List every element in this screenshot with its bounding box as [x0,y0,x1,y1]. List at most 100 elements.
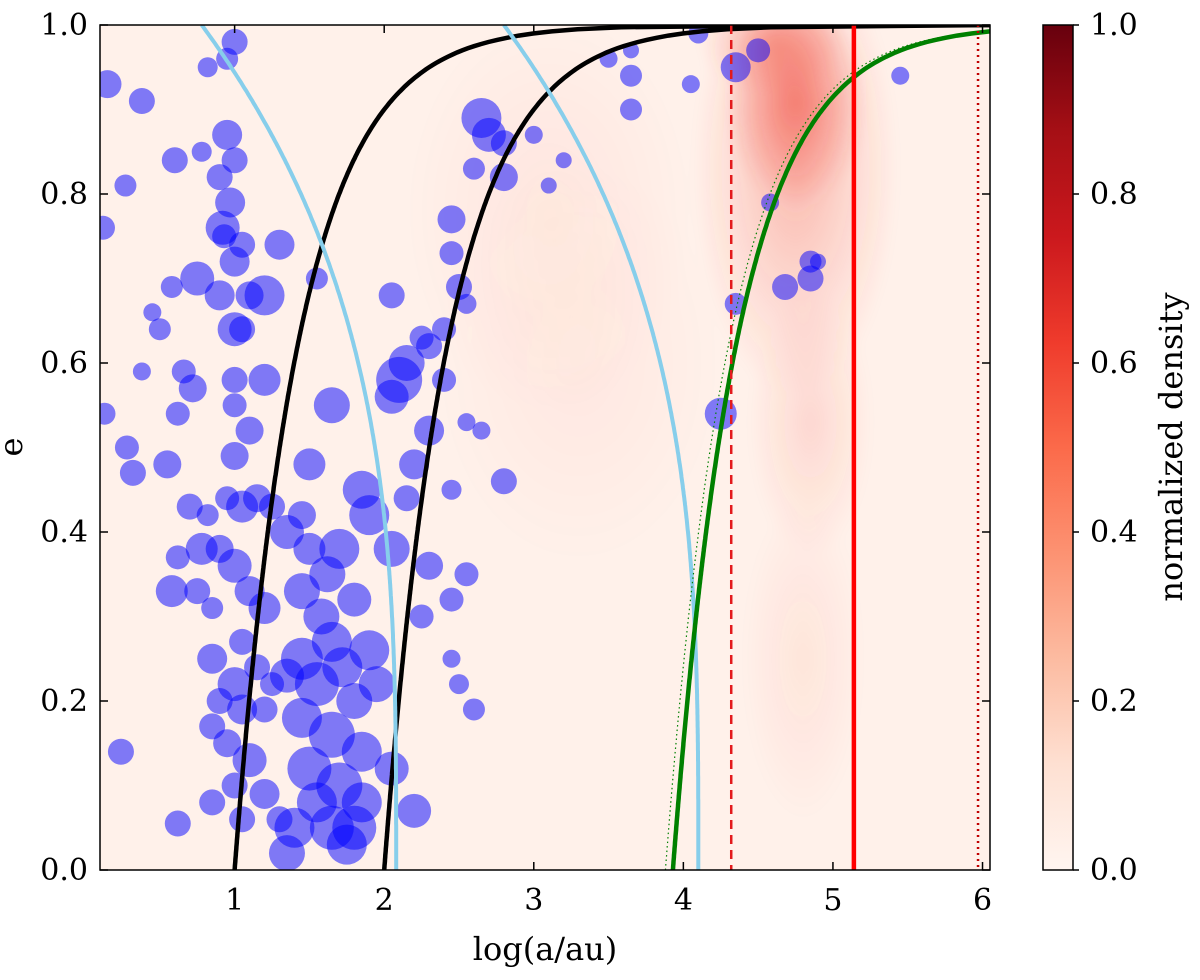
data-point [373,530,410,567]
data-point [196,504,219,527]
data-point [114,435,139,460]
data-point [248,592,281,625]
y-axis-label: e [0,438,30,457]
data-point [100,402,116,425]
axis-ticks [100,24,990,871]
x-tick-label: 4 [674,883,693,918]
data-point [213,729,242,758]
data-point [704,397,737,430]
data-point [620,98,643,121]
data-point [456,293,477,314]
y-axis: 0.0 0.2 0.4 0.6 0.8 1.0 e [0,8,88,888]
series-skyblue-solid [200,25,399,870]
data-point [555,152,572,169]
colorbar-gradient [1042,24,1074,871]
data-point [204,280,235,311]
data-point [184,578,211,605]
data-point [235,416,264,445]
x-axis: 1 2 3 4 5 6 log(a/au) [225,883,992,968]
data-point [399,449,430,480]
data-point [397,793,432,828]
data-point [244,275,285,316]
colorbar: 0.0 0.2 0.4 0.6 0.8 1.0 normalized density [1042,8,1190,888]
data-point [439,241,464,266]
data-point [206,688,233,714]
data-point [472,421,491,440]
y-tick-label: 0.0 [40,853,88,888]
series-black-solid [232,25,990,870]
data-point [197,57,218,78]
data-point [229,231,256,258]
data-point [165,545,190,570]
density-blob [435,160,723,566]
data-point [221,28,248,55]
data-point [746,38,771,63]
data-point [160,275,183,298]
data-point [232,743,267,778]
series-skyblue-solid [502,25,701,870]
x-tick-label: 3 [524,883,543,918]
x-tick-label: 2 [375,883,394,918]
data-point [229,806,256,833]
colorbar-label: normalized density [1152,292,1190,601]
data-point [414,415,445,446]
data-point [388,345,425,381]
data-point [681,75,700,94]
y-tick-label: 0.6 [40,346,88,381]
data-point [313,387,350,424]
density-blob [743,496,863,821]
data-point [378,282,405,309]
data-point [462,698,485,721]
data-point [620,64,643,87]
data-point [180,261,215,296]
data-point [524,125,543,144]
data-point [772,273,799,300]
data-point [197,643,228,674]
data-point [409,604,434,629]
data-point [269,515,304,549]
data-point [437,205,466,234]
data-point [490,468,517,495]
data-point [268,835,305,870]
colorbar-tick-label: 0.0 [1090,853,1138,888]
data-point [221,147,248,174]
data-point [720,52,751,83]
data-point [178,374,207,403]
data-point [448,674,469,695]
data-point [249,778,280,809]
data-point [341,731,382,772]
data-point [293,448,326,481]
x-tick-label: 6 [973,883,992,918]
y-tick-label: 0.8 [40,177,88,212]
data-point [100,70,122,99]
data-point [319,528,360,569]
colorbar-tick-label: 0.6 [1090,346,1138,381]
data-point [199,789,226,816]
y-tick-label: 0.2 [40,684,88,719]
data-point [342,470,381,509]
data-point [457,413,476,432]
data-point [229,628,256,655]
data-point [540,177,557,194]
data-point [358,666,395,703]
data-point [217,548,252,583]
data-point [155,575,188,608]
data-point [471,117,506,152]
density-blob [750,286,871,558]
data-point [128,88,155,115]
data-point [462,157,485,180]
data-point [100,215,115,240]
data-point [797,265,824,292]
data-point [409,325,434,350]
x-tick-label: 5 [823,883,842,918]
x-axis-label: log(a/au) [473,930,618,968]
y-tick-label: 0.4 [40,515,88,550]
data-point [441,479,462,500]
data-point [326,824,367,865]
data-point [248,363,281,396]
data-point [215,187,246,218]
data-point [251,696,278,723]
x-tick-label: 1 [225,883,244,918]
data-point [206,164,233,191]
